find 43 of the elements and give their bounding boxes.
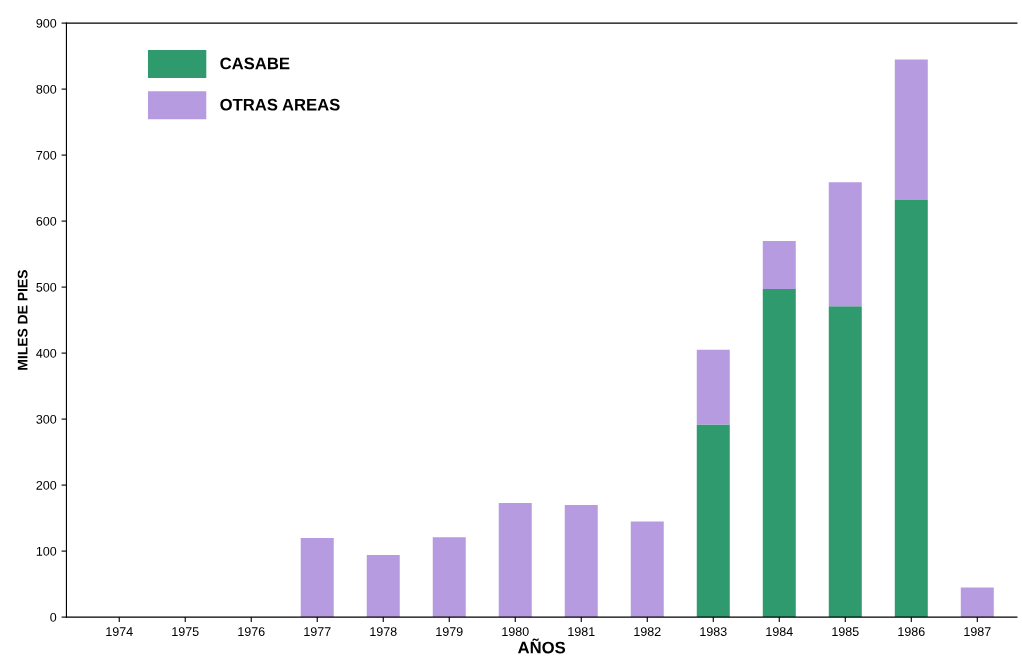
x-tick-label: 1987	[964, 627, 991, 636]
bar	[828, 182, 862, 307]
y-tick-label: 200	[36, 480, 57, 490]
bar	[894, 59, 928, 200]
y-tick-label: 800	[36, 84, 57, 94]
x-tick-label: 1985	[832, 627, 859, 636]
x-tick-label: 1980	[502, 627, 529, 636]
bar	[498, 502, 532, 618]
legend-label: OTRAS AREAS	[220, 98, 340, 111]
x-tick-label: 1984	[766, 627, 793, 636]
y-tick-label: 500	[36, 282, 57, 292]
y-tick-label: 0	[50, 612, 57, 622]
x-tick-label: 1978	[370, 627, 397, 636]
bar	[762, 289, 796, 618]
bar	[366, 555, 400, 618]
bar	[828, 306, 862, 618]
x-tick-label: 1979	[436, 627, 463, 636]
y-tick-label: 400	[36, 348, 57, 358]
x-tick-label: 1986	[898, 627, 925, 636]
y-tick-label: 700	[36, 150, 57, 160]
bar	[762, 240, 796, 290]
bar	[630, 521, 664, 618]
x-tick-label: 1974	[106, 627, 133, 636]
bar	[696, 349, 730, 425]
bar	[564, 504, 598, 618]
x-tick-label: 1975	[172, 627, 199, 636]
bar	[894, 199, 928, 618]
y-axis-title: MILES DE PIES	[17, 270, 28, 370]
y-tick-label: 900	[36, 18, 57, 28]
bar	[696, 424, 730, 618]
x-tick-label: 1982	[634, 627, 661, 636]
x-axis-title: AÑOS	[518, 638, 566, 654]
y-tick-label: 600	[36, 216, 57, 226]
bar	[300, 537, 334, 618]
x-tick-label: 1983	[700, 627, 727, 636]
y-tick-label: 100	[36, 546, 57, 556]
x-tick-label: 1977	[304, 627, 331, 636]
x-tick-label: 1981	[568, 627, 595, 636]
x-tick-label: 1976	[238, 627, 265, 636]
legend-label: CASABE	[220, 57, 290, 70]
bar	[432, 537, 466, 618]
bar	[960, 587, 994, 618]
y-tick-label: 300	[36, 414, 57, 424]
